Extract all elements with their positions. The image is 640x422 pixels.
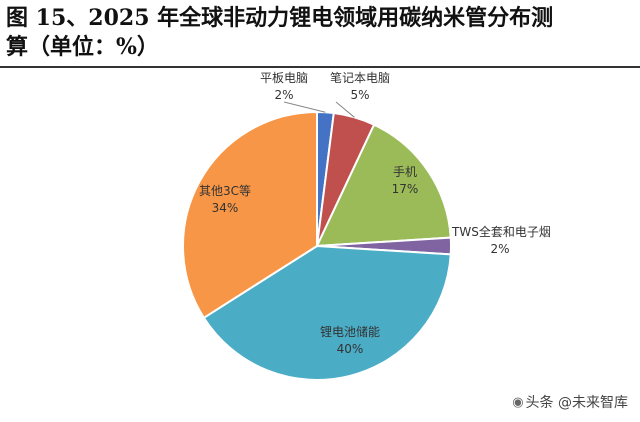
title-block: 图 15、2025 年全球非动力锂电领域用碳纳米管分布测 算（单位：%） (6, 4, 634, 62)
chart-title-line-2: 算（单位：%） (6, 34, 159, 60)
slice-label-2: 手机 (393, 165, 417, 179)
slice-label-4: 锂电池储能 (320, 324, 380, 339)
slice-value-5: 34% (212, 201, 239, 215)
slice-value-0: 2% (274, 88, 293, 102)
slice-value-3: 2% (490, 242, 509, 256)
chart-title-line-1: 图 15、2025 年全球非动力锂电领域用碳纳米管分布测 (6, 5, 554, 31)
pie-chart: 平板电脑 2% 笔记本电脑 5% 手机 17% TWS全套和电子烟 2% 锂电池储能 40% 其他3… (182, 70, 551, 382)
pie-slice-5 (182, 110, 318, 320)
leader-line-1 (335, 101, 355, 118)
watermark-text: 头条 @未来智库 (525, 395, 628, 411)
slice-value-2: 17% (392, 182, 419, 196)
slice-value-4: 40% (337, 342, 364, 356)
slice-label-3: TWS全套和电子烟 (451, 224, 551, 239)
slice-label-0: 平板电脑 (260, 71, 308, 85)
slice-label-5: 其他3C等 (199, 184, 251, 198)
pie-slice-2 (315, 123, 452, 248)
title-divider (0, 66, 640, 68)
slice-label-1: 笔记本电脑 (330, 70, 390, 85)
wechat-icon: ◉ (512, 394, 524, 410)
slice-value-1: 5% (350, 88, 369, 102)
watermark: ◉ 头条 @未来智库 (512, 392, 628, 412)
leader-line-0 (283, 101, 326, 113)
